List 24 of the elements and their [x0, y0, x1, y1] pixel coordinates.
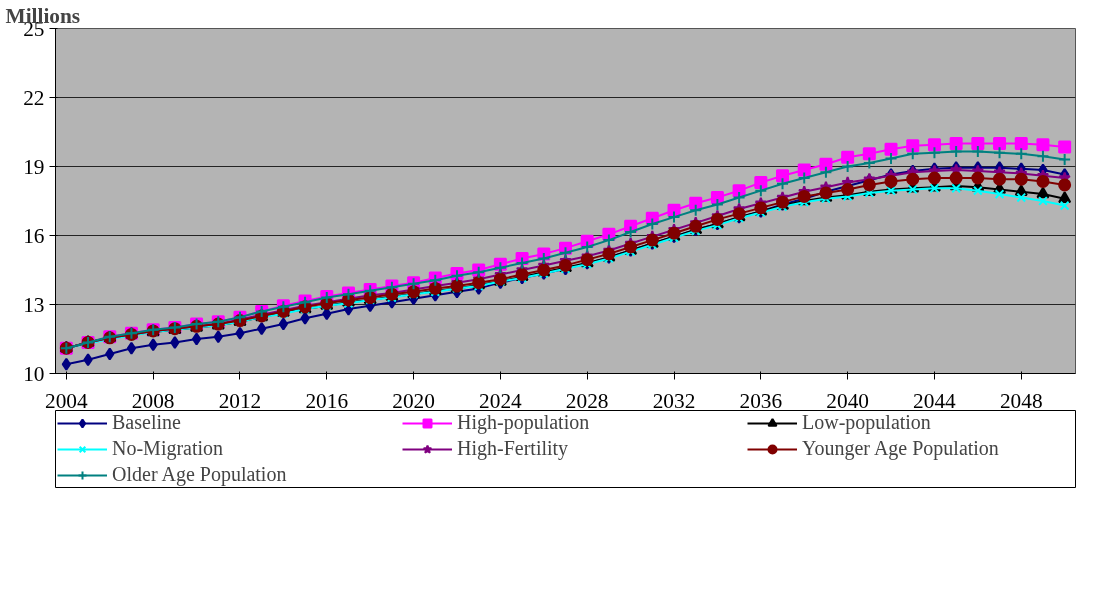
- y-tick-label: 22: [23, 85, 45, 110]
- x-tick-label: 2040: [826, 388, 869, 413]
- x-tick-label: 2008: [131, 388, 175, 413]
- x-tick-label: 2048: [999, 388, 1043, 413]
- legend-label: No-Migration: [112, 437, 225, 460]
- x-tick-label: 2012: [218, 388, 262, 413]
- y-tick-label: 13: [23, 292, 45, 317]
- x-tick-label: 2024: [479, 388, 523, 413]
- y-tick-label: 19: [23, 154, 45, 179]
- legend-label: High-population: [457, 411, 591, 434]
- legend-label: Older Age Population: [112, 463, 288, 486]
- legend-label: Baseline: [112, 411, 182, 434]
- x-tick-label: 2020: [392, 388, 435, 413]
- x-tick-label: 2032: [652, 388, 696, 413]
- x-tick-label: 2036: [739, 388, 783, 413]
- y-tick-label: 10: [23, 361, 45, 386]
- x-tick-label: 2016: [305, 388, 349, 413]
- legend-label: Younger Age Population: [802, 437, 1000, 460]
- legend-label: Low-population: [802, 411, 932, 434]
- y-tick-label: 16: [23, 223, 45, 248]
- x-tick-label: 2028: [565, 388, 609, 413]
- x-tick-label: 2044: [913, 388, 957, 413]
- legend-label: High-Fertility: [457, 437, 570, 460]
- x-tick-label: 2004: [45, 388, 89, 413]
